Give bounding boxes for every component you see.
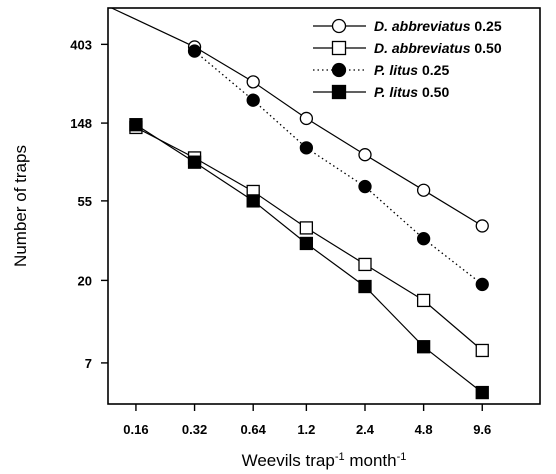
- series-2-point-0: [187, 44, 202, 58]
- series-0-point-3: [358, 148, 372, 162]
- series-3-point-3: [299, 236, 314, 251]
- legend-marker-1: [331, 40, 347, 56]
- series-0-point-4: [416, 183, 431, 197]
- series-3-point-0: [129, 118, 143, 132]
- series-0-point-1: [246, 75, 260, 89]
- series-0-point-5: [475, 219, 489, 233]
- legend: D. abbreviatus 0.25 D. abbreviatus 0.50 P.…: [313, 18, 502, 100]
- plot-frame: [107, 7, 541, 405]
- x-tick-label-3: 1.2: [297, 422, 315, 437]
- legend-marker-0: [331, 18, 347, 34]
- tick-layer: 0.16 0.32 0.64 1.2 2.4 4.8 9.6 7 20 55 148 403: [70, 37, 491, 437]
- series-2-point-3: [358, 179, 372, 194]
- series-3-point-6: [475, 385, 489, 400]
- series-3-point-2: [246, 194, 260, 208]
- legend-marker-3: [331, 84, 347, 100]
- series-2-point-4: [416, 232, 431, 246]
- series-1-point-5: [416, 293, 431, 308]
- x-tick-label-2: 0.64: [241, 422, 267, 437]
- series-layer: [111, 7, 489, 400]
- series-1-point-6: [475, 343, 489, 358]
- y-tick-label-1: 20: [78, 273, 92, 288]
- series-1-point-3: [299, 221, 314, 235]
- x-tick-label-0: 0.16: [123, 422, 148, 437]
- y-axis-title: Number of traps: [11, 145, 30, 267]
- x-tick-label-1: 0.32: [182, 422, 207, 437]
- legend-label-2: P. litus 0.25: [374, 62, 449, 78]
- x-tick-label-5: 4.8: [415, 422, 433, 437]
- series-3-point-1: [187, 155, 202, 169]
- series-3-line: [135, 124, 483, 394]
- x-tick-label-4: 2.4: [356, 422, 375, 437]
- y-tick-label-3: 148: [70, 116, 92, 131]
- y-tick-label-2: 55: [78, 194, 92, 209]
- x-axis-title: Weevils trap-1 month-1: [242, 451, 407, 470]
- series-3-point-4: [358, 279, 372, 294]
- legend-label-0: D. abbreviatus 0.25: [374, 18, 502, 34]
- x-tick-label-6: 9.6: [473, 422, 491, 437]
- series-2-point-5: [475, 277, 489, 292]
- y-tick-label-0: 7: [85, 356, 92, 371]
- series-2-point-2: [299, 141, 314, 155]
- series-0-point-2: [299, 111, 314, 126]
- series-2-point-1: [246, 93, 260, 107]
- series-2-line: [194, 50, 483, 285]
- series-1-point-4: [358, 257, 372, 272]
- series-3-point-5: [416, 340, 431, 354]
- legend-label-1: D. abbreviatus 0.50: [374, 40, 502, 56]
- legend-marker-2: [331, 62, 347, 78]
- y-tick-label-4: 403: [70, 37, 92, 52]
- legend-label-3: P. litus 0.50: [374, 84, 449, 100]
